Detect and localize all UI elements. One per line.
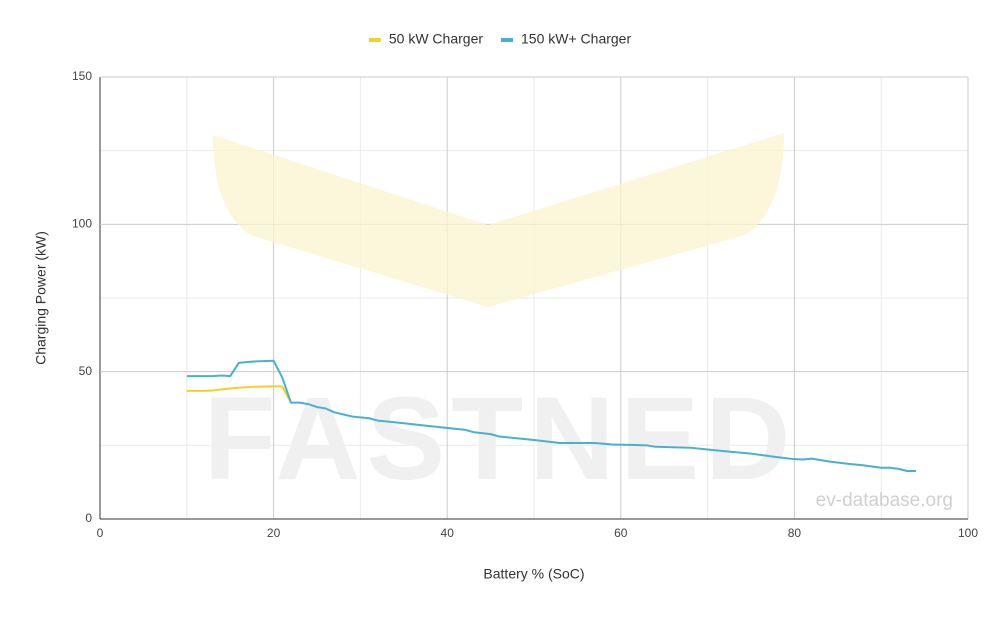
legend: 50 kW Charger 150 kW+ Charger bbox=[368, 31, 631, 47]
y-tick-label: 50 bbox=[79, 364, 93, 378]
data-line bbox=[186, 385, 292, 404]
x-tick-label: 20 bbox=[267, 526, 281, 540]
legend-label: 150 kW+ Charger bbox=[521, 31, 631, 47]
y-tick-label: 150 bbox=[72, 69, 92, 83]
x-tick-label: 60 bbox=[614, 526, 628, 540]
legend-swatch bbox=[368, 38, 381, 42]
legend-label: 50 kW Charger bbox=[389, 31, 483, 47]
source-text: ev-database.org bbox=[816, 490, 953, 511]
watermark-text: FASTNED bbox=[204, 373, 797, 505]
x-tick-label: 40 bbox=[441, 526, 455, 540]
legend-swatch bbox=[501, 38, 514, 42]
y-tick-label: 100 bbox=[72, 217, 92, 231]
watermark-logo bbox=[213, 133, 784, 307]
x-tick-label: 0 bbox=[97, 526, 104, 540]
y-axis-title: Charging Power (kW) bbox=[33, 231, 49, 365]
y-tick-label: 0 bbox=[85, 511, 92, 525]
x-tick-label: 100 bbox=[958, 526, 978, 540]
watermark-chevron bbox=[213, 133, 784, 307]
x-axis-title: Battery % (SoC) bbox=[483, 566, 584, 582]
x-tick-label: 80 bbox=[788, 526, 802, 540]
data-line bbox=[186, 359, 916, 472]
